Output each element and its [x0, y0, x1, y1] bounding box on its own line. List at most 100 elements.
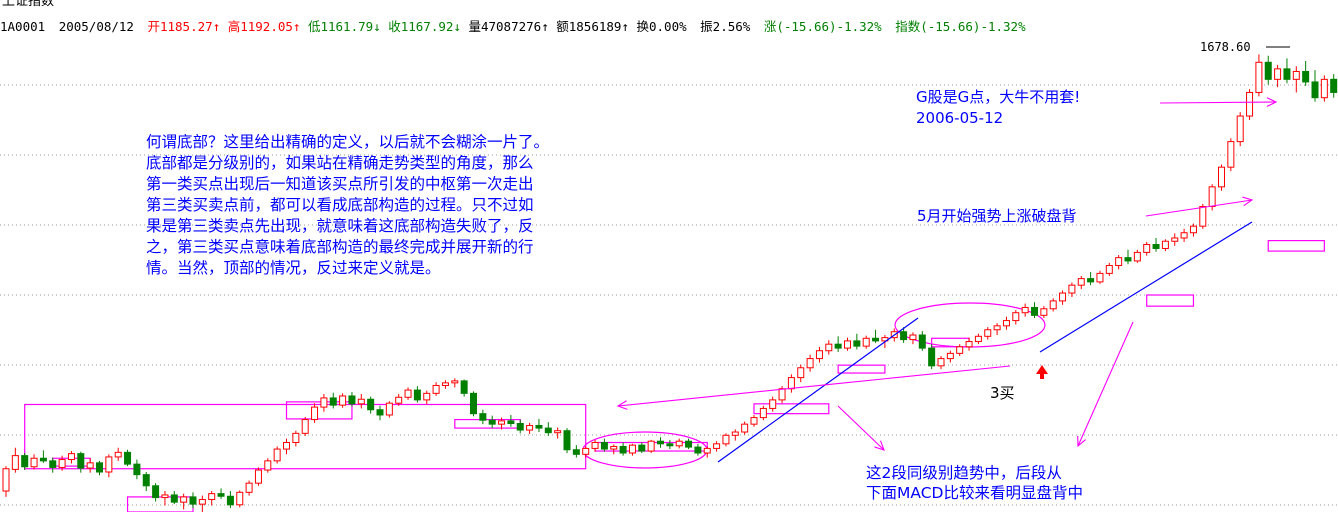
candle [872, 329, 880, 343]
candle [2, 466, 10, 497]
header-change: 涨(-15.66)-1.32% [764, 19, 882, 34]
candle-body [526, 424, 534, 431]
arrow-head [616, 400, 628, 410]
candle [236, 490, 244, 508]
candle [1115, 255, 1123, 270]
candle [357, 394, 365, 409]
candle [133, 459, 141, 480]
candle [39, 450, 47, 463]
header-open: 开1185.27↑ [147, 19, 220, 34]
candle-body [694, 446, 702, 454]
max-price-label: 1678.60 [1200, 40, 1251, 54]
candle-body [67, 453, 75, 461]
candle [1049, 298, 1057, 312]
candle-body [657, 440, 664, 445]
candle [367, 396, 375, 414]
arrow-head [1242, 196, 1254, 207]
candle-body [2, 468, 10, 492]
header-high: 高1192.05↑ [228, 19, 301, 34]
definition-line: 第三类买卖点前，都可以看成底部构造的过程。只不过如 [146, 196, 534, 214]
candle [526, 422, 534, 434]
candle [413, 386, 421, 403]
candle [1031, 302, 1038, 318]
candle-body [1161, 240, 1169, 249]
candle-body [862, 337, 870, 347]
candle-body [666, 443, 674, 447]
candle [815, 346, 823, 363]
definition-line: 第一类买点出现后一知道该买点所引发的中枢第一次走出 [146, 175, 534, 193]
candle [750, 414, 758, 427]
candle-body [133, 463, 141, 476]
candle-body [554, 430, 562, 434]
candle [58, 455, 66, 471]
definition-line: 果是第三类卖点先出现，就意味着这底部构造失败了，反 [146, 216, 534, 235]
candle-body [1031, 306, 1038, 316]
candle [675, 438, 683, 449]
candle-body [254, 469, 262, 484]
candle [956, 344, 964, 356]
candle-body [610, 445, 618, 450]
candle-body [301, 419, 309, 434]
candle-body [928, 347, 936, 367]
candle-body [1077, 278, 1085, 286]
candle-body [965, 341, 973, 348]
candle-body [86, 462, 94, 469]
candle [311, 403, 319, 423]
candle-body [1189, 225, 1197, 234]
candle-body [778, 388, 786, 401]
arrow-shaft [1159, 101, 1277, 104]
candle [1180, 228, 1188, 242]
candle-body [498, 420, 506, 425]
arrow-shaft [837, 405, 885, 451]
candle-body [114, 451, 122, 458]
candle-body [937, 358, 945, 367]
annotation-arrow [1159, 97, 1278, 107]
candle-body [1218, 166, 1225, 188]
annotation-arrow [1145, 196, 1254, 217]
trend-line [1039, 221, 1253, 353]
candle [498, 417, 506, 430]
grid-lines [0, 84, 1338, 506]
candle [1152, 237, 1160, 252]
candle-body [1255, 61, 1263, 93]
candle-body [1115, 257, 1123, 267]
pivot-box [753, 403, 830, 415]
candle-body [152, 485, 160, 499]
candle-body [348, 395, 356, 405]
candle [1087, 272, 1095, 286]
candle-body [264, 460, 272, 471]
candle-body [750, 417, 758, 425]
candle-body [993, 325, 1001, 331]
candle-body [395, 396, 403, 404]
candle-body [535, 424, 543, 429]
large-pivot-box [24, 403, 587, 470]
header-close: 收1167.92↓ [388, 19, 461, 34]
candle [1124, 249, 1132, 265]
candle [1105, 262, 1113, 276]
arrow-shaft [1145, 199, 1253, 217]
candle-body [451, 380, 459, 384]
candle-body [825, 343, 833, 352]
candle [198, 495, 206, 512]
candle [470, 391, 477, 417]
arrow-head [874, 440, 885, 451]
divergence-line: 下面MACD比较来看明显盘背中 [866, 483, 1083, 502]
candle-body [544, 427, 552, 434]
candle [1171, 233, 1179, 246]
g-point-date: 2006-05-12 [916, 109, 1003, 127]
candle [395, 394, 403, 406]
candle [1002, 316, 1010, 330]
candle [1133, 249, 1141, 263]
candle [928, 344, 936, 370]
candle [385, 401, 393, 418]
divergence-line: 这2段同级别趋势中，后段从 [866, 464, 1062, 482]
candle-body [1227, 141, 1235, 168]
candle-body [1012, 312, 1020, 322]
candle [264, 458, 272, 473]
candle-body [21, 455, 29, 468]
arrow-head [1077, 435, 1086, 448]
candle [909, 332, 917, 345]
candle-body [180, 496, 188, 503]
candle-body [685, 440, 693, 448]
candle-body [703, 447, 711, 454]
